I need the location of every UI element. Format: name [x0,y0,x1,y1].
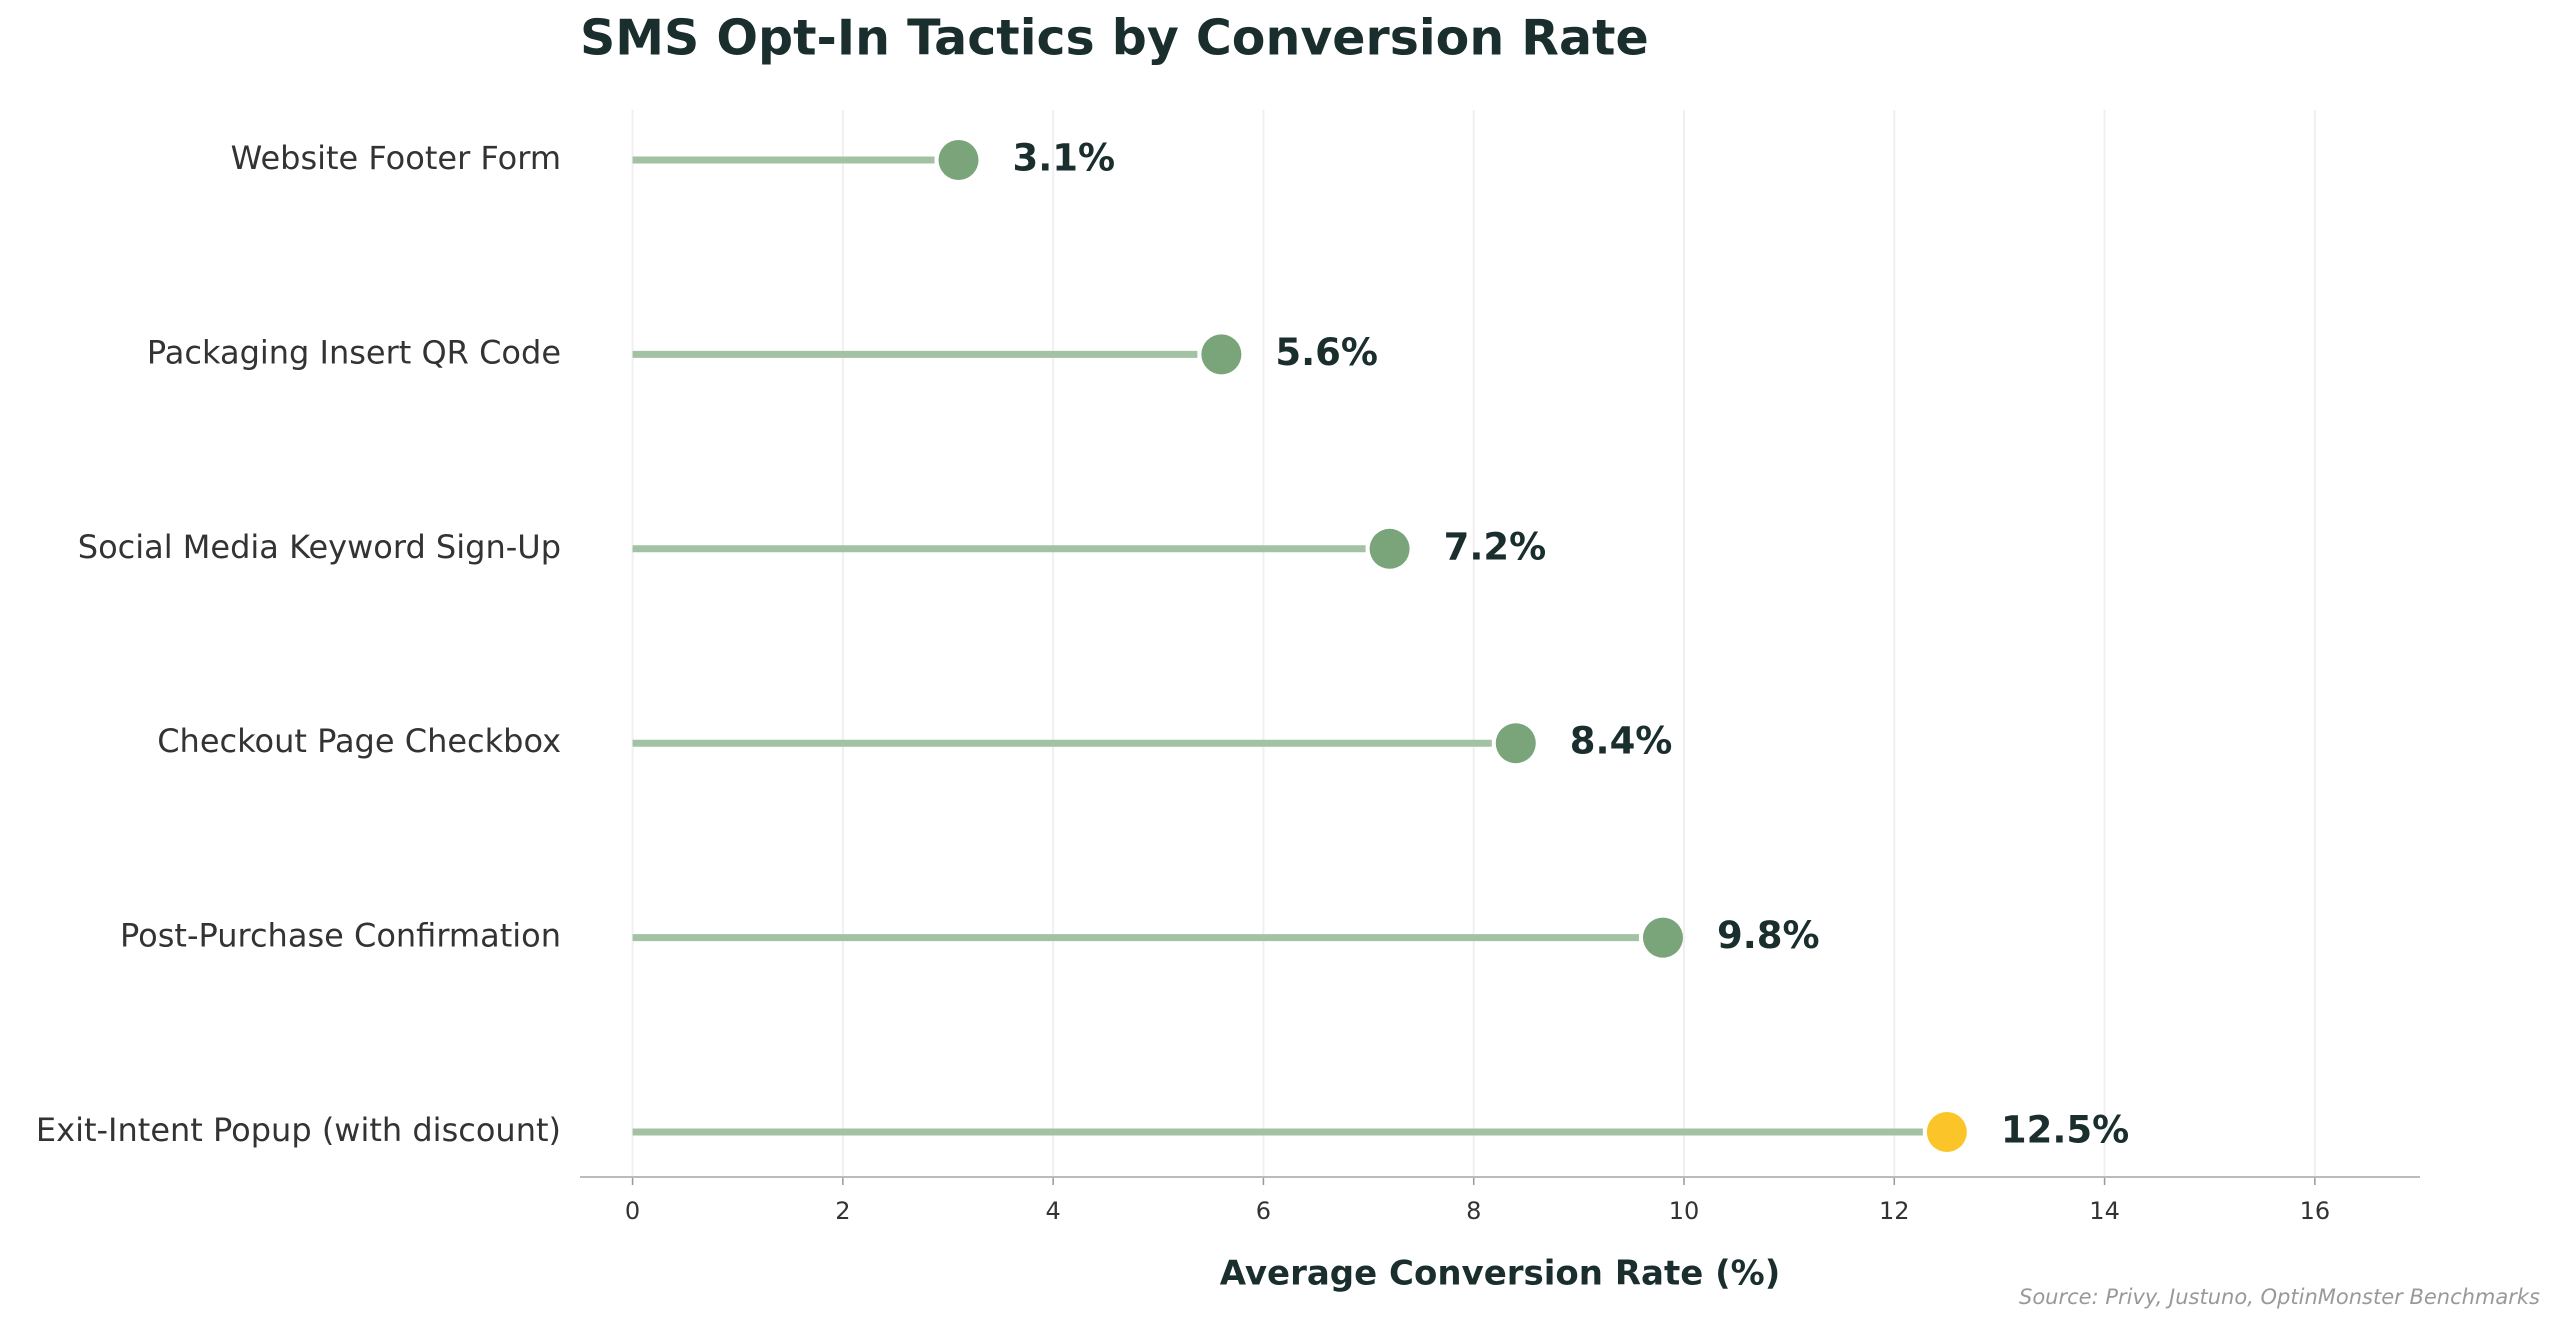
x-tick-label: 10 [1669,1197,1700,1225]
value-label: 3.1% [1013,137,1116,180]
value-label: 9.8% [1717,914,1820,957]
dot [938,140,979,180]
x-tick-label: 8 [1466,1197,1481,1225]
chart-title: SMS Opt-In Tactics by Conversion Rate [580,10,1649,67]
x-tick-label: 4 [1046,1197,1061,1225]
dot [1201,334,1242,375]
category-label: Social Media Keyword Sign-Up [78,528,561,566]
category-label: Website Footer Form [231,139,561,177]
x-axis-label: Average Conversion Rate (%) [1220,1254,1781,1294]
category-label: Post-Purchase Confirmation [120,917,561,955]
dot [1642,917,1683,958]
value-label: 12.5% [2001,1109,2129,1152]
x-tick-label: 6 [1256,1197,1271,1225]
category-label: Packaging Insert QR Code [147,333,561,371]
value-label: 5.6% [1275,331,1378,374]
category-label: Exit-Intent Popup (with discount) [36,1111,561,1149]
x-tick-label: 16 [2300,1197,2331,1225]
value-label: 8.4% [1570,720,1673,763]
x-tick-label: 14 [2089,1197,2120,1225]
source-note: Source: Privy, Justuno, OptinMonster Ben… [2019,1285,2540,1309]
dot [1926,1112,1967,1152]
x-tick-label: 0 [625,1197,640,1225]
value-label: 7.2% [1444,525,1547,568]
category-label: Checkout Page Checkbox [157,722,561,760]
dot [1495,723,1536,764]
x-tick-label: 2 [835,1197,850,1225]
x-tick-label: 12 [1879,1197,1910,1225]
dot [1369,528,1410,569]
